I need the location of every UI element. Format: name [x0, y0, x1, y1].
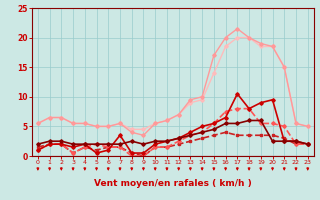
X-axis label: Vent moyen/en rafales ( km/h ): Vent moyen/en rafales ( km/h ) [94, 179, 252, 188]
